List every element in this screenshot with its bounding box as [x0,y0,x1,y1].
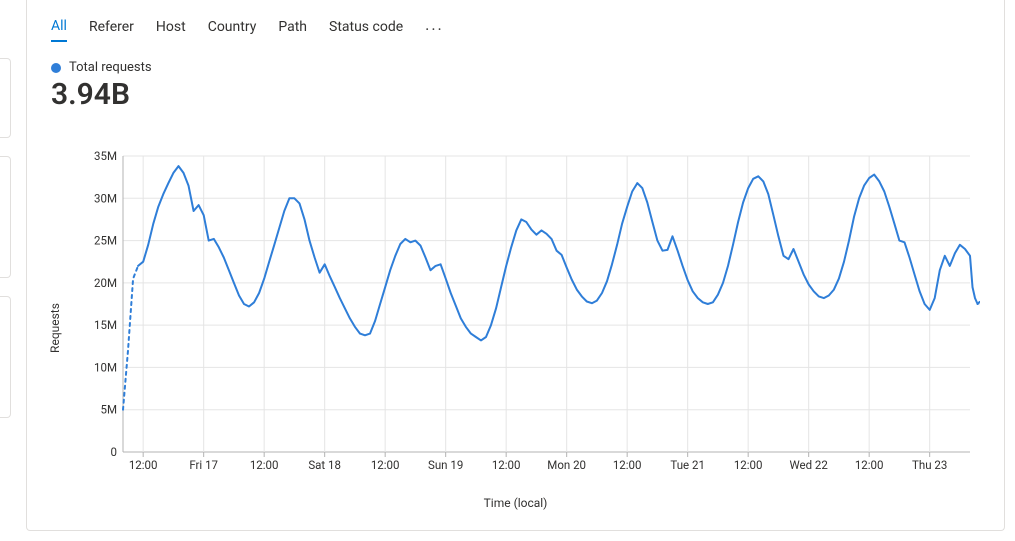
svg-text:Tue 21: Tue 21 [670,458,705,472]
tab-path[interactable]: Path [278,19,307,41]
svg-text:12:00: 12:00 [371,458,400,472]
svg-text:Wed 22: Wed 22 [789,458,828,472]
chart-plot-area: 0 5M 10M 15M 20M 25M 30M 35M 12:00 Fri 17 12:00 Sat… [79,150,980,486]
page: AllRefererHostCountryPathStatus code··· … [0,0,1015,541]
dimension-tabs: All Referer Host Country Path Status code ··· [27,0,1004,42]
series-line-dashed [123,266,138,410]
left-card-stub [0,58,11,138]
legend-label: Total requests [69,60,152,75]
tab-status-code[interactable]: Status code [329,19,403,41]
left-card-stub [0,156,11,278]
chart-svg: 0 5M 10M 15M 20M 25M 30M 35M 12:00 Fri 17 12:00 Sat… [79,150,980,486]
y-axis-label: Requests [48,303,62,353]
requests-chart: Requests 0 5M 10M 15M 20M 25M 30M 35M 12:00 Fri 1… [51,150,980,506]
left-card-stub [0,296,11,418]
svg-text:20M: 20M [94,276,117,290]
svg-text:Sat 18: Sat 18 [308,458,341,472]
svg-text:Mon 20: Mon 20 [547,458,586,472]
svg-text:12:00: 12:00 [492,458,521,472]
tab-all[interactable]: All [51,18,67,42]
svg-text:12:00: 12:00 [129,458,158,472]
svg-text:12:00: 12:00 [734,458,763,472]
svg-text:10M: 10M [94,360,117,374]
tab-host[interactable]: Host [156,19,186,41]
svg-text:35M: 35M [94,150,117,163]
legend-row: Total requests [51,60,980,75]
svg-text:0: 0 [111,445,117,459]
tab-referer[interactable]: Referer [89,19,134,41]
svg-text:12:00: 12:00 [613,458,642,472]
x-axis-label: Time (local) [51,496,980,510]
svg-text:30M: 30M [94,191,117,205]
tab-more-icon[interactable]: ··· [425,22,444,38]
legend-dot-icon [51,63,61,73]
summary-block: Total requests 3.94B [27,42,1004,112]
svg-text:15M: 15M [94,318,117,332]
total-requests-value: 3.94B [51,77,980,112]
traffic-card: AllRefererHostCountryPathStatus code··· … [26,0,1005,531]
svg-text:Thu 23: Thu 23 [912,458,947,472]
svg-text:5M: 5M [100,403,117,417]
svg-text:Sun 19: Sun 19 [428,458,463,472]
tab-country[interactable]: Country [208,19,257,41]
svg-text:Fri 17: Fri 17 [189,458,218,472]
svg-text:12:00: 12:00 [250,458,279,472]
svg-text:25M: 25M [94,234,117,248]
series-line-dashed [978,302,980,334]
svg-text:12:00: 12:00 [855,458,884,472]
